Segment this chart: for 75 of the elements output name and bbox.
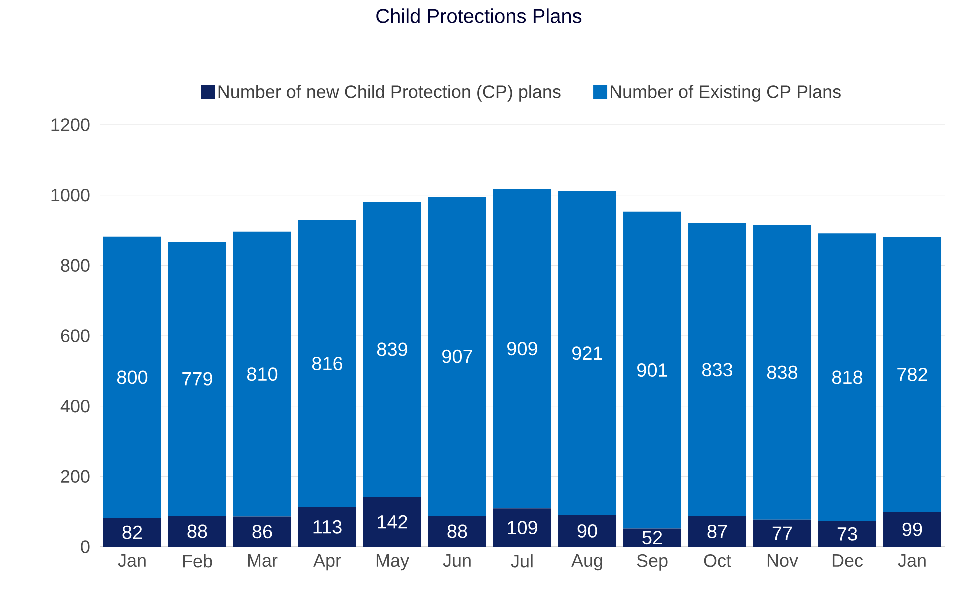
data-label: 73 <box>838 527 858 541</box>
data-label: 909 <box>508 342 538 356</box>
x-tick-label: Jan <box>118 554 146 568</box>
bar <box>624 212 682 529</box>
y-tick-label: 1000 <box>52 188 90 202</box>
bar <box>104 518 162 547</box>
x-tick-label: Dec <box>832 554 864 568</box>
bar <box>884 237 942 512</box>
bar <box>494 508 552 547</box>
bar <box>234 516 292 547</box>
data-label: 833 <box>702 363 733 377</box>
y-tick-label: 0 <box>81 540 90 554</box>
x-tick-label: Jun <box>443 554 471 568</box>
bar <box>168 242 227 516</box>
data-label: 901 <box>638 364 668 378</box>
bar <box>818 234 877 522</box>
data-label: 800 <box>117 370 148 384</box>
x-tick-label: Oct <box>704 554 732 568</box>
x-tick-label: Jan <box>898 554 926 568</box>
y-tick-label: 600 <box>61 330 90 342</box>
data-label: 816 <box>312 357 343 371</box>
y-tick-label: 800 <box>61 259 90 272</box>
data-label: 87 <box>708 524 728 538</box>
x-tick-label: Mar <box>248 554 278 568</box>
bar <box>558 191 617 516</box>
data-label: 810 <box>247 368 278 382</box>
data-label: 782 <box>898 368 928 382</box>
data-label: 88 <box>188 524 208 538</box>
y-tick-label: 200 <box>61 470 90 484</box>
bar <box>688 223 747 516</box>
x-tick-label: Apr <box>314 554 342 571</box>
legend-label: Number of new Child Protection (CP) plans <box>218 85 561 102</box>
data-label: 88 <box>448 524 468 538</box>
data-label: 839 <box>377 342 408 356</box>
bar <box>168 516 227 547</box>
data-label: 838 <box>767 366 798 380</box>
bar <box>884 512 942 547</box>
data-label: 52 <box>642 531 662 545</box>
data-label: 818 <box>832 370 863 384</box>
bar <box>428 516 487 547</box>
bar <box>298 220 357 508</box>
y-tick-label: 400 <box>60 400 90 413</box>
x-tick-label: Aug <box>572 554 602 571</box>
bar <box>624 528 682 547</box>
chart-title: Child Protections Plans <box>376 8 582 24</box>
data-label: 90 <box>578 524 598 538</box>
x-tick-label: Feb <box>183 554 212 568</box>
bar <box>754 520 812 547</box>
legend-label: Number of Existing CP Plans <box>611 85 841 102</box>
bar <box>688 516 747 547</box>
data-label: 82 <box>122 526 142 540</box>
x-tick-label: Sep <box>637 554 668 571</box>
bar <box>818 521 877 547</box>
data-label: 109 <box>508 521 538 535</box>
data-label: 907 <box>442 350 472 364</box>
bar <box>298 507 357 547</box>
data-label: 779 <box>182 372 212 386</box>
data-label: 921 <box>572 346 602 360</box>
data-label: 86 <box>252 525 272 539</box>
x-tick-label: May <box>376 554 410 571</box>
bar <box>234 232 292 517</box>
bar <box>494 189 552 509</box>
y-tick-label: 1200 <box>52 118 90 132</box>
bar <box>364 497 422 547</box>
bar <box>428 197 487 516</box>
data-label: 99 <box>902 522 922 536</box>
data-label: 142 <box>378 515 408 529</box>
data-label: 77 <box>772 526 792 540</box>
x-tick-label: Jul <box>511 554 533 568</box>
bar <box>558 515 617 547</box>
x-tick-label: Nov <box>768 554 798 568</box>
bar <box>364 202 422 498</box>
bar <box>754 225 812 520</box>
data-label: 113 <box>314 520 342 534</box>
bar <box>104 236 162 518</box>
